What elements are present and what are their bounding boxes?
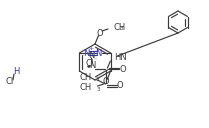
Text: CH: CH xyxy=(79,83,92,93)
Text: CH: CH xyxy=(79,73,91,83)
Text: N: N xyxy=(95,49,102,57)
Text: O: O xyxy=(119,65,126,73)
Text: 3: 3 xyxy=(97,87,100,92)
Text: N: N xyxy=(88,51,95,60)
Text: HN: HN xyxy=(114,54,127,62)
Text: N: N xyxy=(83,49,90,57)
Text: Cl: Cl xyxy=(6,77,14,87)
Text: +: + xyxy=(88,46,93,51)
Text: O: O xyxy=(102,77,109,87)
Text: 3: 3 xyxy=(120,26,123,31)
Text: N: N xyxy=(89,61,96,71)
Text: 3: 3 xyxy=(96,77,99,82)
Text: ⁻: ⁻ xyxy=(94,58,97,63)
Text: CH: CH xyxy=(114,23,126,31)
Text: H: H xyxy=(13,67,19,76)
Text: O: O xyxy=(116,81,123,89)
Text: Cl: Cl xyxy=(85,60,94,68)
Text: O: O xyxy=(97,29,103,38)
